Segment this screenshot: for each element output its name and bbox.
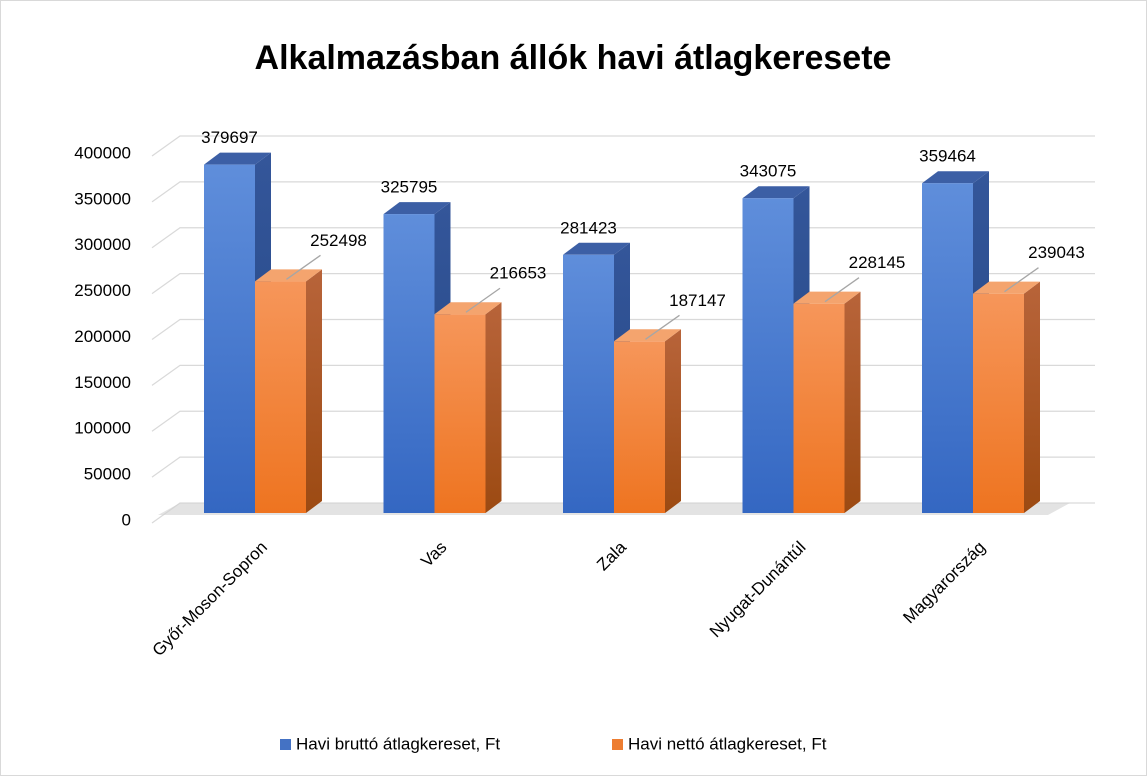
y-tick-label: 0 (122, 510, 131, 529)
grid-line (151, 135, 1095, 157)
y-tick-label: 300000 (74, 235, 131, 254)
data-label: 325795 (381, 178, 438, 197)
leader-line (824, 277, 860, 303)
bar-side (1024, 281, 1040, 513)
legend-label: Havi nettó átlagkereset, Ft (628, 734, 827, 753)
bar-side (485, 302, 502, 513)
bar-top (793, 291, 861, 304)
data-label: 187147 (669, 291, 726, 310)
bar-top (742, 186, 810, 199)
leader-line (1004, 267, 1039, 293)
bar-top (973, 281, 1040, 294)
bar-top (614, 329, 681, 342)
bar-top (383, 202, 451, 215)
data-label: 379697 (201, 128, 258, 147)
bar (742, 198, 794, 513)
bar (922, 183, 973, 513)
bar (204, 164, 255, 514)
leader-line (465, 287, 501, 313)
bar (793, 303, 845, 513)
data-label: 216653 (490, 264, 547, 283)
data-label: 252498 (310, 231, 367, 250)
y-tick-label: 200000 (74, 327, 131, 346)
bar-top (255, 269, 322, 282)
y-tick-label: 350000 (74, 189, 131, 208)
y-tick-label: 100000 (74, 419, 131, 438)
data-label: 343075 (740, 162, 797, 181)
y-tick-label: 150000 (74, 373, 131, 392)
bar (434, 314, 486, 513)
leader-line (286, 254, 321, 280)
data-label: 228145 (849, 253, 906, 272)
data-label: 359464 (919, 147, 976, 166)
bar-top (563, 242, 630, 255)
y-tick-label: 250000 (74, 281, 131, 300)
bar (614, 341, 665, 513)
bar-top (434, 302, 502, 315)
data-label: 281423 (560, 218, 617, 237)
bar-side (665, 329, 681, 513)
bar (563, 254, 614, 513)
legend-label: Havi bruttó átlagkereset, Ft (296, 734, 500, 753)
bar-top (922, 171, 989, 184)
bar-top (204, 152, 271, 165)
bar-side (844, 291, 861, 513)
bar (383, 214, 435, 514)
data-label: 239043 (1028, 243, 1085, 262)
y-tick-label: 400000 (74, 143, 131, 162)
legend-swatch (612, 739, 623, 750)
bar (255, 281, 306, 513)
legend-swatch (280, 739, 291, 750)
bar-side (306, 269, 322, 513)
chart-title: Alkalmazásban állók havi átlagkeresete (255, 39, 892, 77)
leader-line (645, 314, 680, 340)
bar (973, 293, 1024, 513)
grid-line (151, 181, 1095, 203)
y-tick-label: 50000 (84, 465, 131, 484)
